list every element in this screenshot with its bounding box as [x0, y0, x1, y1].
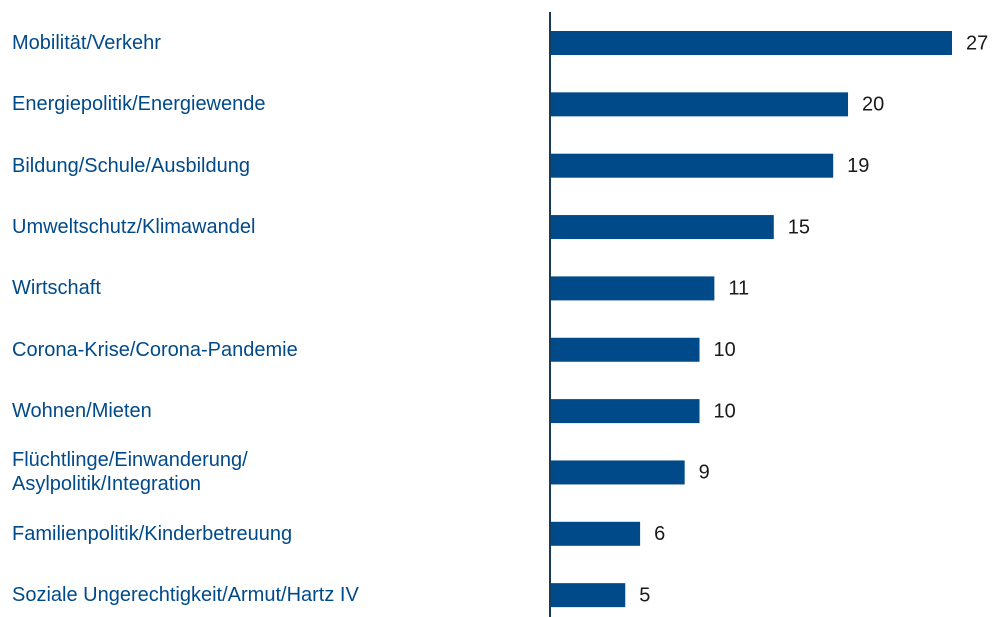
category-label: Bildung/Schule/Ausbildung [12, 154, 250, 177]
value-label: 6 [654, 523, 665, 545]
bar [551, 153, 834, 178]
category-label: Wirtschaft [12, 277, 101, 300]
value-label: 10 [714, 339, 736, 361]
value-label: 27 [966, 32, 988, 54]
bar [551, 337, 700, 362]
value-label: 20 [862, 94, 884, 116]
category-label: Umweltschutz/Klimawandel [12, 216, 256, 239]
bar [551, 583, 626, 608]
bar [551, 215, 774, 240]
bar [551, 521, 641, 546]
bar [551, 92, 849, 117]
bar [551, 276, 715, 301]
value-label: 5 [639, 584, 650, 606]
category-label: Corona-Krise/Corona-Pandemie [12, 338, 298, 361]
category-label: Flüchtlinge/Einwanderung/ Asylpolitik/In… [12, 449, 248, 496]
category-label: Energiepolitik/Energiewende [12, 93, 266, 116]
category-label: Mobilität/Verkehr [12, 32, 161, 54]
category-label: Familienpolitik/Kinderbetreuung [12, 522, 293, 545]
bar [551, 460, 685, 485]
value-label: 11 [728, 278, 749, 300]
bar [551, 31, 952, 55]
value-label: 9 [699, 462, 710, 484]
value-label: 19 [847, 155, 869, 177]
bar [551, 399, 700, 424]
value-label: 10 [714, 400, 736, 422]
category-label: Soziale Ungerechtigkeit/Armut/Hartz IV [12, 584, 359, 607]
category-label: Wohnen/Mieten [12, 400, 152, 423]
value-label: 15 [788, 216, 810, 238]
